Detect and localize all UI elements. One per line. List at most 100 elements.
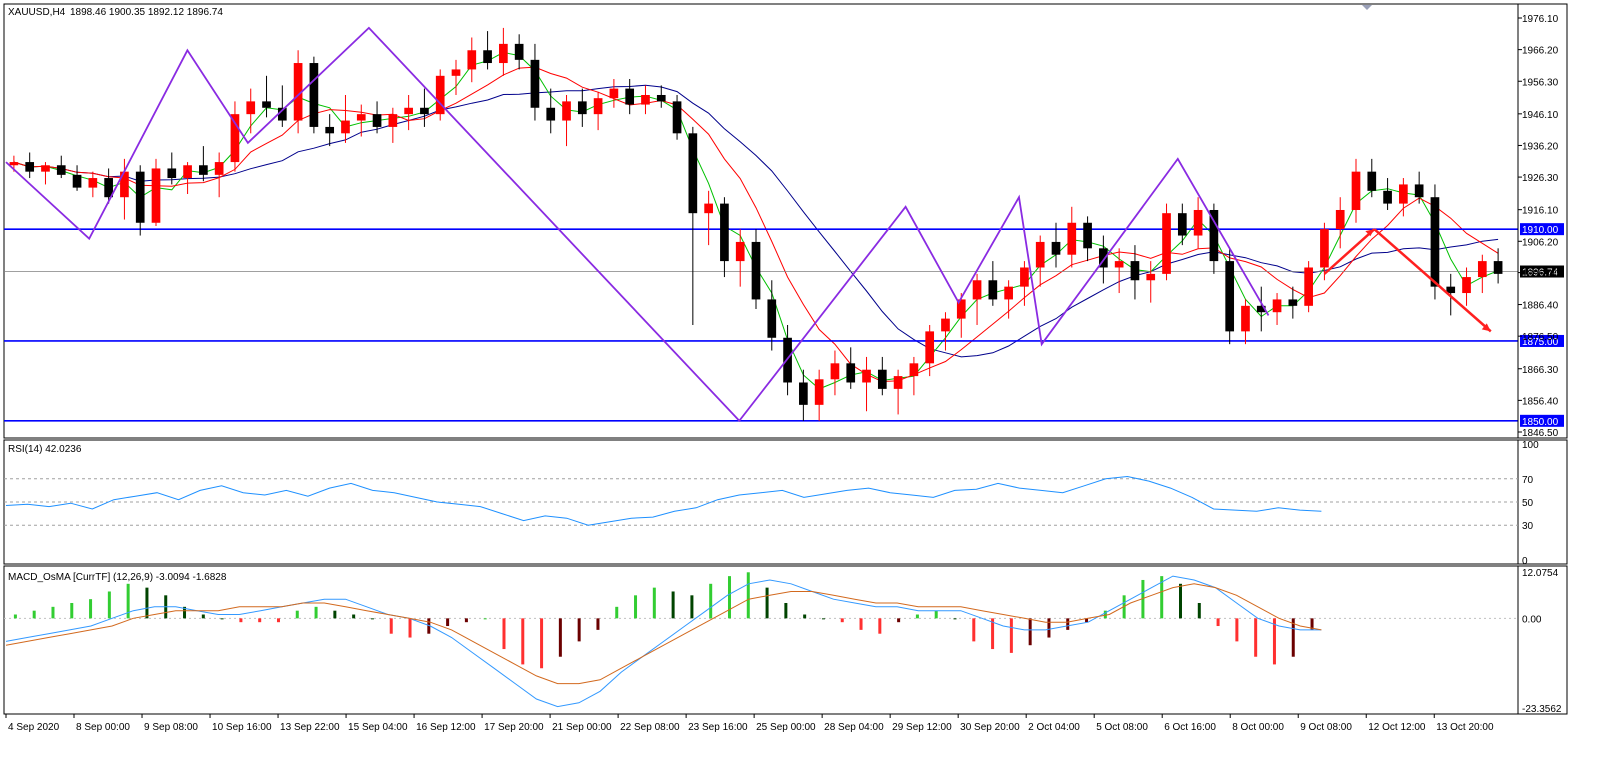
- price-tick-label: 1916.10: [1522, 206, 1559, 217]
- collapse-icon[interactable]: [1362, 5, 1372, 10]
- macd-hist-bar: [953, 618, 957, 620]
- candle-body: [625, 88, 635, 105]
- candle-body: [972, 280, 982, 300]
- macd-hist-bar: [13, 614, 17, 619]
- macd-hist-bar: [596, 618, 600, 630]
- candle-body: [1256, 305, 1266, 313]
- candle-body: [72, 174, 82, 188]
- candle-body: [1114, 261, 1124, 268]
- macd-hist-bar: [446, 618, 450, 627]
- candle-body: [877, 369, 887, 389]
- macd-hist-bar: [333, 610, 337, 619]
- macd-hist-bar: [915, 614, 919, 619]
- candle-body: [909, 363, 919, 377]
- time-tick-label: 8 Sep 00:00: [76, 722, 130, 733]
- macd-hist-bar: [1009, 618, 1013, 653]
- price-tick-label: 1966.20: [1522, 46, 1559, 57]
- candle-body: [1414, 184, 1424, 198]
- macd-panel-frame: [3, 565, 1568, 715]
- macd-hist-bar: [991, 618, 995, 650]
- price-tick-label: 1856.40: [1522, 396, 1559, 407]
- macd-title: MACD_OsMA [CurrTF] (12,26,9) -3.0094 -1.…: [8, 572, 227, 583]
- current-price-label: 1896.74: [1522, 268, 1559, 279]
- time-tick-label: 29 Sep 12:00: [892, 722, 952, 733]
- price-tick-label: 1846.50: [1522, 428, 1559, 439]
- zigzag-series: [5, 26, 1270, 423]
- candle-body: [199, 165, 208, 175]
- time-tick-label: 13 Oct 20:00: [1436, 722, 1494, 733]
- candle-body: [372, 114, 382, 127]
- price-tick-label: 1886.40: [1522, 301, 1559, 312]
- candle-body: [483, 50, 492, 64]
- macd-hist-bar: [1103, 610, 1107, 619]
- macd-hist-bar: [897, 618, 901, 623]
- macd-hist-bar: [540, 618, 544, 669]
- candle-body: [183, 165, 192, 179]
- candle-body: [135, 171, 145, 223]
- candle-body: [546, 107, 556, 121]
- time-tick-label: 17 Sep 20:00: [484, 722, 544, 733]
- candle-body: [356, 114, 366, 121]
- candle-body: [830, 363, 840, 380]
- candle-body: [641, 94, 650, 105]
- candle-body: [735, 241, 745, 262]
- macd-hist-bar: [32, 610, 36, 619]
- macd-hist-bar: [1216, 618, 1220, 627]
- price-tick-label: 1936.20: [1522, 141, 1559, 152]
- candle-body: [1020, 267, 1029, 287]
- macd-line: [5, 575, 1322, 708]
- macd-plot: 12.0754 0.00 -23.3562: [4, 566, 1562, 715]
- candle-body: [1272, 299, 1282, 313]
- rsi-title: RSI(14) 42.0236: [8, 444, 82, 455]
- candle-body: [1399, 184, 1408, 204]
- candle-body: [1446, 286, 1456, 294]
- candle-body: [1304, 267, 1313, 306]
- arrow-up-line: [1323, 228, 1376, 275]
- candle-body: [1335, 209, 1345, 230]
- candle-body: [1130, 261, 1140, 281]
- level-label-box: [1520, 223, 1564, 236]
- price-tick-label: 1956.30: [1522, 77, 1559, 88]
- candle-body: [1004, 286, 1013, 300]
- macd-hist-bar: [1047, 618, 1051, 638]
- level-label-box: [1520, 334, 1564, 347]
- candle-body: [341, 120, 350, 134]
- candle-body: [214, 162, 224, 175]
- time-tick-label: 4 Sep 2020: [8, 722, 60, 733]
- time-tick-label: 28 Sep 04:00: [824, 722, 884, 733]
- macd-hist-bar: [201, 614, 205, 619]
- macd-hist-bar: [859, 618, 863, 630]
- time-tick-label: 23 Sep 16:00: [688, 722, 748, 733]
- macd-hist-bar: [239, 618, 243, 623]
- macd-hist-bar: [634, 595, 638, 619]
- candle-body: [325, 126, 335, 134]
- arrow-down-head: [1481, 323, 1491, 332]
- price-tick-label: 1946.10: [1522, 110, 1559, 121]
- candle-body: [751, 241, 761, 300]
- rsi-tick-label: 70: [1522, 475, 1534, 486]
- time-tick-label: 9 Oct 08:00: [1300, 722, 1352, 733]
- time-tick-label: 13 Sep 22:00: [280, 722, 340, 733]
- macd-hist-bar: [314, 606, 318, 619]
- macd-hist-bar: [746, 572, 750, 619]
- candle-body: [1367, 171, 1377, 191]
- time-tick-label: 21 Sep 00:00: [552, 722, 612, 733]
- candle-body: [1241, 305, 1250, 332]
- macd-hist-bar: [1310, 618, 1314, 630]
- candle-body: [309, 63, 319, 127]
- macd-hist-bar: [389, 618, 393, 634]
- candle-body: [1083, 222, 1092, 249]
- candle-body: [277, 107, 287, 121]
- candle-body: [656, 94, 666, 102]
- price-tick-label: 1866.30: [1522, 365, 1559, 376]
- macd-hist-bar: [352, 614, 356, 619]
- rsi-tick-label: 30: [1522, 521, 1534, 532]
- rsi-tick-label: 100: [1522, 440, 1539, 451]
- candle-body: [120, 171, 129, 198]
- candle-body: [1051, 241, 1061, 255]
- candle-body: [56, 165, 66, 175]
- time-tick-label: 30 Sep 20:00: [960, 722, 1020, 733]
- macd-hist-bar: [840, 618, 844, 623]
- macd-hist-bar: [521, 618, 525, 665]
